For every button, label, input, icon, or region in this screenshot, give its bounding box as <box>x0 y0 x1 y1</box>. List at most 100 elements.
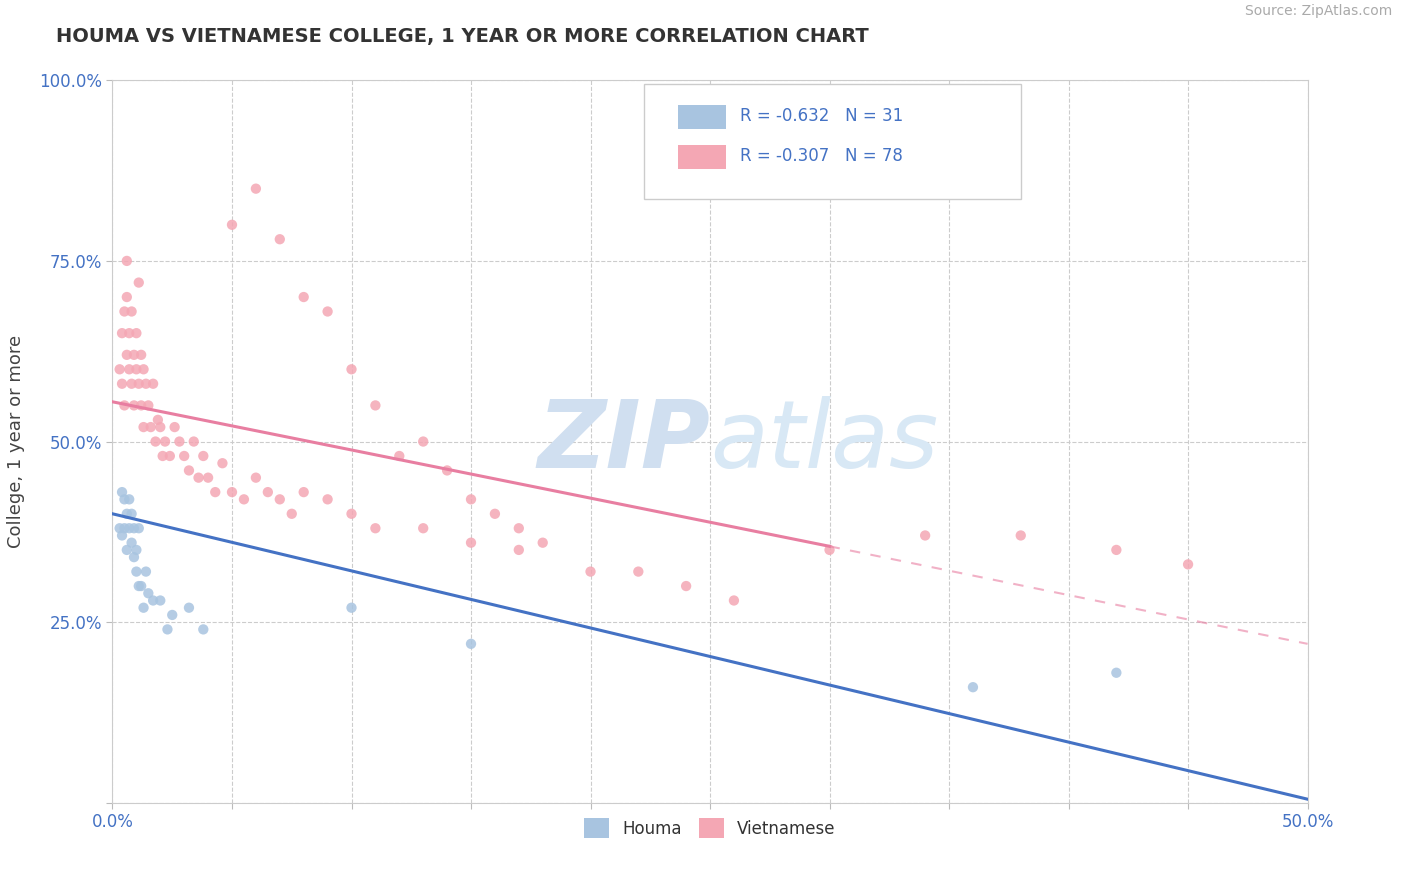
Point <box>962 680 984 694</box>
Point <box>257 485 280 500</box>
Point <box>121 507 143 521</box>
Point <box>163 420 186 434</box>
Point <box>162 607 183 622</box>
Point <box>135 565 157 579</box>
Point <box>135 376 157 391</box>
Point <box>138 586 160 600</box>
Point <box>128 276 150 290</box>
Point <box>129 579 152 593</box>
Point <box>115 507 138 521</box>
Point <box>149 420 172 434</box>
FancyBboxPatch shape <box>678 145 725 169</box>
Point <box>142 376 165 391</box>
Point <box>233 492 256 507</box>
Point <box>132 362 155 376</box>
Point <box>460 492 482 507</box>
Point <box>818 542 841 557</box>
Point <box>128 579 150 593</box>
Point <box>187 470 209 484</box>
Point <box>388 449 411 463</box>
Point <box>111 528 134 542</box>
Text: atlas: atlas <box>710 396 938 487</box>
Text: Source: ZipAtlas.com: Source: ZipAtlas.com <box>1244 4 1392 19</box>
Point <box>111 376 134 391</box>
Point <box>412 521 434 535</box>
Point <box>129 398 152 412</box>
Point <box>118 492 141 507</box>
Point <box>627 565 650 579</box>
Point <box>197 470 219 484</box>
Point <box>111 326 134 340</box>
Point <box>292 290 315 304</box>
Point <box>221 218 243 232</box>
Point <box>169 434 191 449</box>
Point <box>122 398 145 412</box>
Point <box>1105 665 1128 680</box>
Point <box>115 542 138 557</box>
Point <box>316 492 339 507</box>
Text: R = -0.632   N = 31: R = -0.632 N = 31 <box>740 107 903 125</box>
Point <box>340 507 363 521</box>
Point <box>364 398 387 412</box>
Point <box>156 623 179 637</box>
Point <box>142 593 165 607</box>
Point <box>115 348 138 362</box>
Point <box>177 600 200 615</box>
Point <box>145 434 167 449</box>
Y-axis label: College, 1 year or more: College, 1 year or more <box>7 335 25 548</box>
Point <box>723 593 745 607</box>
Text: ZIP: ZIP <box>537 395 710 488</box>
Point <box>149 593 172 607</box>
Point <box>115 253 138 268</box>
Point <box>508 521 530 535</box>
Point <box>108 521 131 535</box>
Point <box>128 521 150 535</box>
FancyBboxPatch shape <box>678 105 725 128</box>
Point <box>108 362 131 376</box>
Point <box>128 376 150 391</box>
Point <box>111 485 134 500</box>
Point <box>579 565 602 579</box>
Legend: Houma, Vietnamese: Houma, Vietnamese <box>578 812 842 845</box>
Point <box>146 413 169 427</box>
Point <box>121 304 143 318</box>
Point <box>204 485 226 500</box>
Point <box>281 507 304 521</box>
Point <box>152 449 174 463</box>
Point <box>211 456 233 470</box>
Point <box>245 182 267 196</box>
Point <box>1105 542 1128 557</box>
Point <box>460 535 482 549</box>
Point <box>121 376 143 391</box>
Point <box>125 326 148 340</box>
Point <box>1010 528 1032 542</box>
Point <box>122 521 145 535</box>
Point <box>340 362 363 376</box>
Point <box>177 463 200 477</box>
Point <box>269 232 291 246</box>
Point <box>1177 558 1199 572</box>
Point <box>153 434 176 449</box>
Point <box>412 434 434 449</box>
Text: R = -0.307   N = 78: R = -0.307 N = 78 <box>740 147 903 165</box>
Text: HOUMA VS VIETNAMESE COLLEGE, 1 YEAR OR MORE CORRELATION CHART: HOUMA VS VIETNAMESE COLLEGE, 1 YEAR OR M… <box>56 27 869 45</box>
Point <box>364 521 387 535</box>
Point <box>118 521 141 535</box>
Point <box>245 470 267 484</box>
Point <box>316 304 339 318</box>
Point <box>114 521 135 535</box>
Point <box>531 535 554 549</box>
Point <box>125 362 148 376</box>
Point <box>114 492 135 507</box>
Point <box>193 623 215 637</box>
Point <box>122 348 145 362</box>
Point <box>129 348 152 362</box>
Point <box>675 579 697 593</box>
FancyBboxPatch shape <box>644 84 1021 200</box>
Point <box>125 542 148 557</box>
Point <box>484 507 506 521</box>
Point <box>193 449 215 463</box>
Point <box>115 290 138 304</box>
Point <box>460 637 482 651</box>
Point <box>121 535 143 549</box>
